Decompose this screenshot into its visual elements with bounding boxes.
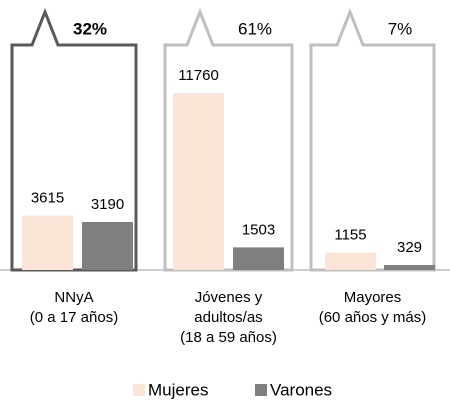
data-label: 3190 [91,196,124,213]
x-tick-label: NNyA [54,289,93,306]
x-tick-label: (60 años y más) [319,309,427,326]
legend-label: Varones [270,380,332,399]
bar [325,252,376,270]
data-label: 3615 [31,190,64,207]
callout-box [10,7,138,272]
share-label: 32% [73,19,107,38]
legend-label: Mujeres [148,380,208,399]
x-tick-label: (18 a 59 años) [180,329,277,346]
callout-box [163,7,294,272]
bar [82,221,133,270]
data-label: 11760 [178,67,219,84]
share-label: 61% [238,19,272,38]
bar [22,215,73,270]
bar [233,247,284,270]
data-label: 1503 [242,221,275,238]
bar [384,265,435,270]
bar [173,93,224,270]
data-label: 329 [397,239,422,256]
callout-box [309,7,436,272]
x-tick-label: Jóvenes y [195,289,263,306]
share-label: 7% [388,19,413,38]
x-tick-label: (0 a 17 años) [30,309,118,326]
data-label: 1155 [334,227,366,244]
legend-swatch [133,384,145,396]
x-tick-label: adultos/as [194,309,262,326]
legend-swatch [255,384,267,396]
x-tick-label: Mayores [344,289,402,306]
